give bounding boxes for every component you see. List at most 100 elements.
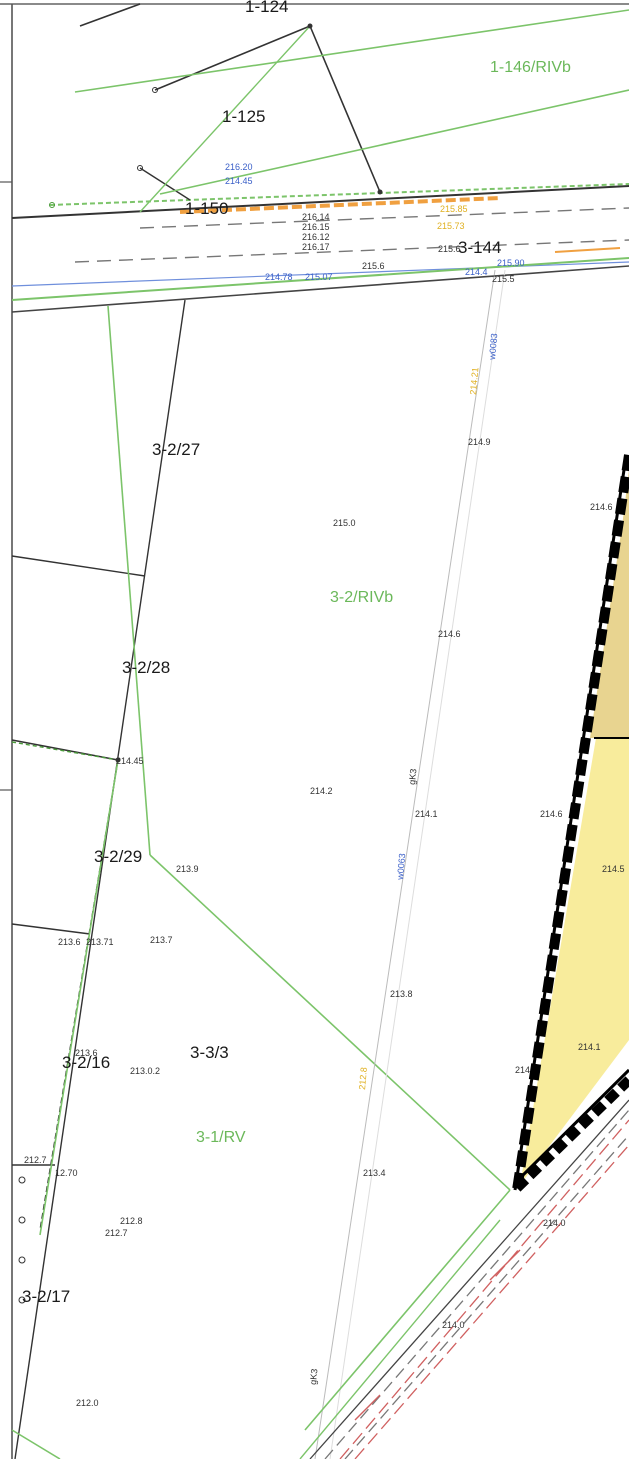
parcel-line-left-1 — [14, 299, 186, 1459]
parcel-label: 1-124 — [245, 0, 288, 16]
elevation-label: 213.6 — [58, 937, 81, 947]
road-height-label: 215.6 — [438, 244, 461, 254]
road-edge-top — [11, 185, 629, 219]
road-orange — [179, 196, 501, 214]
road-height-label: 216.15 — [302, 222, 330, 232]
road-bottom-red-1 — [339, 1119, 629, 1459]
utility-label: gK3 — [407, 768, 418, 785]
survey-point — [18, 1216, 26, 1224]
road-green-top — [49, 183, 629, 206]
boundary-solid-2 — [518, 1068, 629, 1180]
road-bottom-dashed-2 — [344, 1134, 629, 1459]
parcel-label: 1-125 — [222, 107, 265, 126]
boundary-solid-1 — [513, 469, 626, 1191]
parcel-line-left-3g — [11, 741, 119, 761]
red-arrow-1 — [489, 1249, 521, 1281]
survey-point — [307, 23, 313, 29]
elevation-label-blue: 214.78 — [265, 272, 293, 282]
green-line-top-2 — [159, 89, 629, 195]
landuse-label: 3-2/RIVb — [330, 589, 393, 606]
elevation-label-yellow: 215.73 — [437, 221, 465, 231]
parcel-label: 3-2/17 — [22, 1287, 70, 1306]
utility-line-1 — [314, 269, 496, 1459]
road-bottom-dashed-1 — [324, 1109, 629, 1459]
landuse-label: 1-146/RIVb — [490, 59, 571, 76]
survey-point — [18, 1176, 26, 1184]
elevation-label: 215.6 — [362, 261, 385, 271]
elevation-label: 212.7 — [105, 1228, 128, 1238]
parcel-label: 1-150 — [185, 199, 228, 218]
elevation-label-blue: 216.20 — [225, 162, 253, 172]
road-bottom-red-2 — [354, 1144, 629, 1459]
boundary-dashed-2 — [513, 1076, 629, 1192]
survey-point — [137, 165, 143, 171]
elevation-label: 213.4 — [363, 1168, 386, 1178]
utility-label: 212.8 — [357, 1067, 369, 1090]
survey-point — [49, 202, 55, 208]
utility-label: 214.21 — [468, 367, 480, 395]
survey-point — [18, 1256, 26, 1264]
parcel-label: 3-2/16 — [62, 1053, 110, 1072]
elevation-label: 214.5 — [602, 864, 625, 874]
yellow-area-light — [520, 738, 629, 1185]
road-edge-bottom — [11, 265, 629, 313]
boundary-dashed-1 — [512, 454, 629, 1191]
parcel-line-top-2 — [154, 25, 311, 91]
elevation-label: 212.8 — [120, 1216, 143, 1226]
elevation-label: 213.9 — [176, 864, 199, 874]
utility-label: gK3 — [308, 1368, 319, 1385]
road-dashed-1 — [139, 207, 629, 229]
elevation-label: 213.8 — [390, 989, 413, 999]
green-line-top-3 — [139, 25, 311, 213]
elevation-label: 215.5 — [492, 274, 515, 284]
road-height-label: 216.17 — [302, 242, 330, 252]
parcel-line-left-3 — [11, 739, 119, 761]
road-height-label: 216.14 — [302, 212, 330, 222]
road-height-label: 216.12 — [302, 232, 330, 242]
green-line-top-1 — [74, 9, 629, 93]
road-bottom-green-1 — [304, 1189, 511, 1431]
elevation-label: 214.6 — [438, 629, 461, 639]
utility-line-2 — [329, 269, 506, 1459]
parcel-label: 3-2/28 — [122, 658, 170, 677]
parcel-line-left-2 — [11, 555, 146, 577]
parcel-label: 3-2/27 — [152, 440, 200, 459]
parcel-line-top-1 — [79, 3, 141, 27]
elevation-label: 12.70 — [55, 1168, 78, 1178]
road-dashed-2 — [74, 239, 629, 263]
parcel-label: 3-2/29 — [94, 847, 142, 866]
road-arrow — [554, 247, 621, 253]
utility-label: w0083 — [487, 333, 499, 361]
elevation-label: 215.0 — [333, 518, 356, 528]
elevation-label: 212.0 — [76, 1398, 99, 1408]
elevation-label: 214.0 — [543, 1218, 566, 1228]
elevation-label: 213.0.2 — [130, 1066, 160, 1076]
utility-label: w0063 — [395, 853, 407, 881]
elevation-label: 213.71 — [86, 937, 114, 947]
survey-point — [152, 87, 158, 93]
green-landuse-4 — [11, 1429, 61, 1459]
elevation-label-blue: 214.45 — [225, 176, 253, 186]
parcel-line-top-3 — [309, 25, 381, 193]
road-bottom-black — [309, 1099, 629, 1459]
parcel-label: 3-3/3 — [190, 1043, 229, 1062]
elevation-label: 214.0 — [442, 1320, 465, 1330]
elevation-label: 214.1 — [415, 809, 438, 819]
elevation-label: 214.6 — [590, 502, 613, 512]
elevation-label-blue: 215.07 — [305, 272, 333, 282]
elevation-label: 214.45 — [116, 756, 144, 766]
parcel-label: 3-144 — [458, 238, 501, 257]
red-arrow-2 — [354, 1394, 381, 1421]
elevation-label: 214 — [515, 1065, 530, 1075]
elevation-label: 214.2 — [310, 786, 333, 796]
elevation-label: 214.6 — [540, 809, 563, 819]
green-landuse-2 — [149, 854, 511, 1191]
elevation-label-blue: 214.4 — [465, 267, 488, 277]
green-landuse-1 — [107, 305, 151, 856]
survey-point — [377, 189, 383, 195]
yellow-area-dark-2 — [596, 470, 629, 738]
elevation-label-blue: 215.90 — [497, 258, 525, 268]
survey-point — [18, 1296, 26, 1304]
elevation-label: 213.6 — [75, 1048, 98, 1058]
elevation-label: 212.7 — [24, 1155, 47, 1165]
